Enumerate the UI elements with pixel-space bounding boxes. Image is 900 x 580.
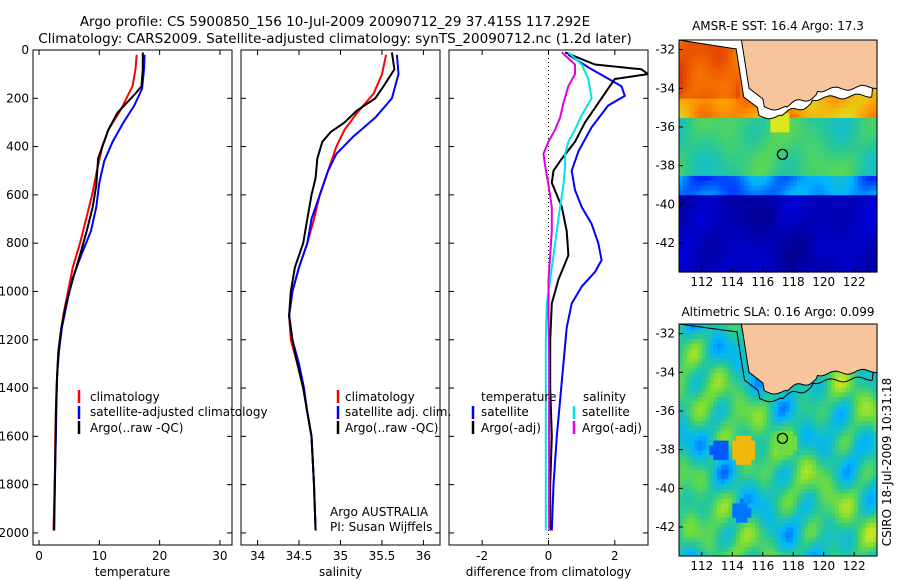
legend-label-sal-argo: Argo(-adj)	[582, 421, 642, 435]
lat-tick-label: -32	[655, 327, 675, 341]
lat-tick-label: -36	[655, 404, 675, 418]
series-line-satellite-adj-clim-	[288, 54, 400, 531]
y-tick-label: 0	[21, 43, 29, 57]
y-tick-label: 1200	[0, 333, 29, 347]
lat-tick-label: -42	[655, 236, 675, 250]
sla-map-title: Altimetric SLA: 0.16 Argo: 0.099	[681, 305, 874, 319]
y-tick-label: 800	[6, 236, 29, 250]
y-tick-label: 400	[6, 140, 29, 154]
x-tick-label: 0	[545, 549, 553, 563]
legend-title-salinity: salinity	[583, 390, 626, 404]
series-line-climatology	[52, 54, 138, 531]
x-tick-label: 0	[35, 549, 43, 563]
y-tick-label: 1000	[0, 284, 29, 298]
legend-label-argo: Argo(..raw -QC)	[90, 421, 183, 435]
legend-label-climatology: climatology	[90, 390, 160, 404]
series-line-argo-raw-qc-	[288, 52, 396, 531]
lat-tick-label: -42	[655, 520, 675, 534]
footer-pi-name: PI: Susan Wijffels	[330, 520, 432, 534]
lon-tick-label: 118	[782, 275, 805, 289]
difference-panel: -2 0 2 difference from climatology	[448, 49, 649, 579]
lon-tick-label: 122	[843, 559, 866, 573]
footer-argo-australia: Argo AUSTRALIA	[330, 505, 429, 519]
lat-tick-label: -38	[655, 159, 675, 173]
y-tick-label: 200	[6, 91, 29, 105]
axes-frame	[32, 49, 233, 546]
lon-tick-label: 122	[843, 275, 866, 289]
lon-tick-label: 114	[721, 275, 744, 289]
x-axis-label: temperature	[95, 565, 170, 579]
y-tick-label: 2000	[0, 526, 29, 540]
float-marker	[776, 432, 789, 445]
lon-tick-label: 120	[812, 559, 835, 573]
legend-label-argo: Argo(..raw -QC)	[345, 421, 438, 435]
x-tick-label: 35.5	[369, 549, 396, 563]
lon-tick-label: 116	[751, 275, 774, 289]
lon-tick-label: 118	[782, 559, 805, 573]
x-axis-label: salinity	[319, 565, 362, 579]
land-mass	[679, 323, 878, 395]
legend-label-climatology: climatology	[345, 390, 415, 404]
x-axis-label: difference from climatology	[466, 565, 632, 579]
series-line-salinity-satellite	[544, 51, 593, 531]
salinity-panel: 34 34.5 35 35.5 36 salinity	[240, 49, 441, 579]
lon-tick-label: 112	[690, 275, 713, 289]
salinity-legend: climatology satellite adj. clim. Argo(..…	[336, 390, 451, 435]
x-tick-label: 30	[212, 549, 227, 563]
lon-tick-label: 116	[751, 559, 774, 573]
x-tick-label: 2	[611, 549, 619, 563]
x-tick-label: 10	[92, 549, 107, 563]
land-mass	[679, 39, 878, 111]
contour-line	[678, 323, 878, 403]
y-tick-label: 1400	[0, 381, 29, 395]
y-tick-label: 1800	[0, 478, 29, 492]
series-line-argo-raw-qc-	[53, 52, 144, 531]
lon-tick-label: 120	[812, 275, 835, 289]
legend-label-satellite: satellite-adjusted climatology	[90, 405, 268, 419]
lat-tick-label: -36	[655, 120, 675, 134]
lat-tick-label: -38	[655, 443, 675, 457]
difference-legend: temperature salinity satellite Argo(-adj…	[471, 390, 642, 435]
lon-tick-label: 114	[721, 559, 744, 573]
series-line-salinity-argo-adj-	[542, 51, 576, 531]
legend-label-temp-argo: Argo(-adj)	[481, 421, 541, 435]
sst-map: 112 114 116 118 120 122 -32 -34 -36 -38 -40 -42	[655, 39, 878, 289]
sla-map: 112 114 116 118 120 122 -32 -34 -36 -38 -40 -42	[655, 323, 878, 573]
x-tick-label: 34	[250, 549, 265, 563]
legend-label-satellite: satellite adj. clim.	[345, 405, 451, 419]
x-tick-label: 34.5	[286, 549, 313, 563]
timestamp-stamp: CSIRO 18-Jul-2009 10:31:18	[880, 378, 894, 546]
lat-tick-label: -34	[655, 365, 675, 379]
x-tick-label: -2	[476, 549, 488, 563]
legend-title-temperature: temperature	[481, 390, 556, 404]
lat-tick-label: -34	[655, 81, 675, 95]
lat-tick-label: -40	[655, 481, 675, 495]
float-marker	[776, 148, 789, 161]
x-tick-label: 35	[333, 549, 348, 563]
legend-label-temp-satellite: satellite	[481, 405, 529, 419]
header-line-2: Climatology: CARS2009. Satellite-adjuste…	[38, 31, 631, 47]
sst-map-title: AMSR-E SST: 16.4 Argo: 17.3	[692, 19, 864, 33]
lat-tick-label: -40	[655, 197, 675, 211]
x-tick-label: 36	[416, 549, 431, 563]
legend-label-sal-satellite: satellite	[582, 405, 630, 419]
series-line-temperature-argo-adj-	[549, 51, 648, 531]
lon-tick-label: 112	[690, 559, 713, 573]
x-tick-label: 20	[152, 549, 167, 563]
lat-tick-label: -32	[655, 43, 675, 57]
y-tick-label: 1600	[0, 429, 29, 443]
series-line-temperature-satellite	[550, 53, 626, 531]
y-tick-label: 600	[6, 188, 29, 202]
temperature-legend: climatology satellite-adjusted climatolo…	[77, 390, 268, 435]
map-frame	[678, 39, 878, 273]
map-frame	[678, 323, 878, 557]
header-line-1: Argo profile: CS 5900850_156 10-Jul-2009…	[80, 14, 590, 30]
temperature-panel: 0 10 20 30 0 200 400 600 800 1000 1200 1400 1600 1800…	[0, 43, 233, 579]
